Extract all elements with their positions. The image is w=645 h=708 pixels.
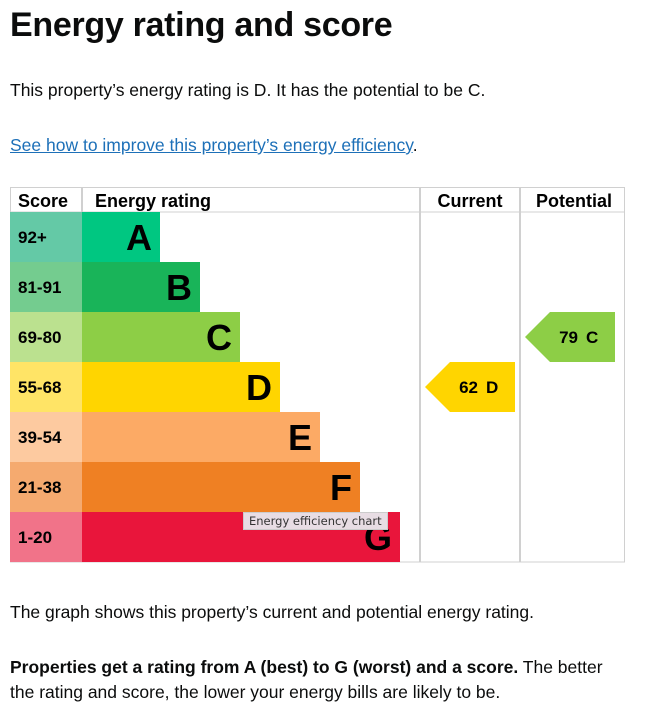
- score-range: 69-80: [18, 328, 61, 347]
- score-cell: [10, 262, 82, 312]
- rating-bar: [82, 262, 200, 312]
- improve-link[interactable]: See how to improve this property’s energ…: [10, 135, 413, 155]
- link-suffix: .: [412, 135, 418, 155]
- current-score: 62: [459, 378, 478, 397]
- header-current: Current: [437, 191, 502, 211]
- score-range: 21-38: [18, 478, 61, 497]
- score-range: 39-54: [18, 428, 62, 447]
- header-potential: Potential: [536, 191, 612, 211]
- score-range: 81-91: [18, 278, 61, 297]
- potential-arrow-shape: [525, 312, 615, 362]
- score-range: 55-68: [18, 378, 61, 397]
- tooltip: Energy efficiency chart: [243, 512, 388, 530]
- page-title: Energy rating and score: [10, 6, 393, 44]
- score-range: 92+: [18, 228, 47, 247]
- rating-letter: F: [330, 467, 352, 508]
- rating-bold: Properties get a rating from A (best) to…: [10, 657, 519, 677]
- current-arrow-shape: [425, 362, 515, 412]
- band-a: 92+ A: [10, 212, 160, 262]
- current-rating-arrow: 62 D: [425, 362, 515, 412]
- intro-text: This property’s energy rating is D. It h…: [10, 80, 486, 100]
- rating-letter: E: [288, 417, 312, 458]
- band-e: 39-54 E: [10, 412, 320, 462]
- score-cell: [10, 462, 82, 512]
- score-cell: [10, 212, 82, 262]
- rating-letter: A: [126, 217, 152, 258]
- energy-efficiency-chart: Score Energy rating Current Potential 92…: [10, 187, 625, 563]
- band-d: 55-68 D: [10, 362, 280, 412]
- score-cell: [10, 512, 82, 562]
- graph-text: The graph shows this property’s current …: [10, 602, 535, 622]
- rating-bar: [82, 212, 160, 262]
- rating-explanation: Properties get a rating from A (best) to…: [10, 655, 630, 705]
- potential-score: 79: [559, 328, 578, 347]
- rating-rest: The better the rating and score, the low…: [10, 657, 603, 702]
- band-f: 21-38 F: [10, 462, 360, 512]
- current-letter: D: [486, 378, 498, 397]
- rating-letter: D: [246, 367, 272, 408]
- score-cell: [10, 362, 82, 412]
- header-energy-rating: Energy rating: [95, 191, 211, 211]
- rating-letter: B: [166, 267, 192, 308]
- header-score: Score: [18, 191, 68, 211]
- band-b: 81-91 B: [10, 262, 200, 312]
- band-c: 69-80 C: [10, 312, 240, 362]
- score-cell: [10, 412, 82, 462]
- improve-paragraph: See how to improve this property’s energ…: [10, 133, 418, 158]
- potential-letter: C: [586, 328, 598, 347]
- rating-letter: C: [206, 317, 232, 358]
- potential-rating-arrow: 79 C: [525, 312, 615, 362]
- score-cell: [10, 312, 82, 362]
- rating-bar: [82, 462, 360, 512]
- rating-bar: [82, 362, 280, 412]
- rating-bar: [82, 312, 240, 362]
- score-range: 1-20: [18, 528, 52, 547]
- rating-bar: [82, 412, 320, 462]
